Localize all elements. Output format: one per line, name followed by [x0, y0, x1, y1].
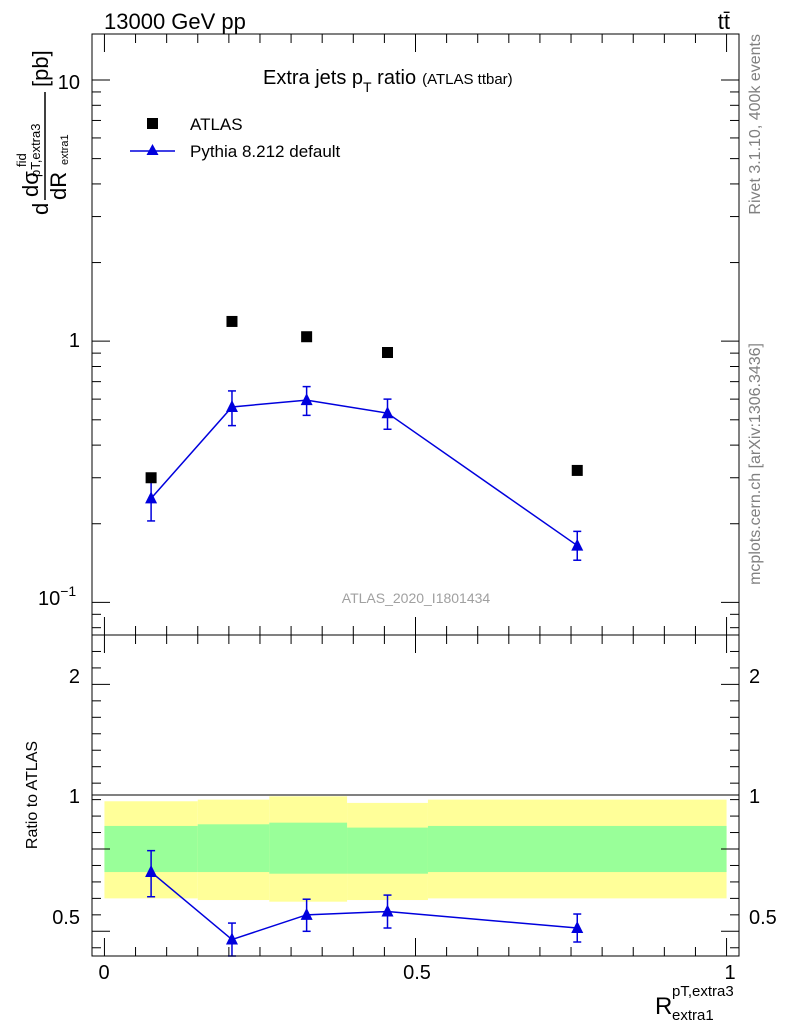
- ratio-y-axis-label: Ratio to ATLAS: [24, 741, 41, 849]
- title-sub: T: [363, 79, 372, 95]
- pythia-point: [571, 538, 584, 551]
- legend-label-atlas: ATLAS: [190, 115, 243, 134]
- ytick-label-0p1-base: 10: [38, 588, 60, 610]
- main-plot: Extra jets pT ratio (ATLAS ttbar) ATLAS P…: [14, 33, 740, 636]
- x-axis-label: R pT,extra3 extra1: [655, 983, 734, 1024]
- xlabel-main: R: [655, 993, 672, 1020]
- atlas-point: [382, 347, 394, 359]
- ytick-label-1: 1: [69, 330, 80, 352]
- xlabel-sup: pT,extra3: [672, 983, 734, 1000]
- xtick-label-0: 0: [98, 962, 109, 984]
- ytick-label-0p1-exp: −1: [60, 583, 76, 599]
- atlas-point: [145, 472, 157, 484]
- process-label: tt̄: [718, 9, 730, 34]
- ylabel-d: d: [28, 203, 53, 215]
- xtick-label-0p5: 0.5: [403, 962, 431, 984]
- mcplots-label: mcplots.cern.ch [arXiv:1306.3436]: [747, 343, 764, 585]
- ratio-ytick-label-right-2: 2: [749, 666, 760, 688]
- ratio-pythia-point: [381, 904, 394, 917]
- ratio-ytick-label-0p5: 0.5: [52, 907, 80, 929]
- title-main: Extra jets p: [263, 67, 363, 89]
- atlas-point: [571, 464, 583, 476]
- ylabel-unit: [pb]: [28, 50, 53, 87]
- atlas-point: [226, 315, 238, 327]
- title-small: (ATLAS ttbar): [422, 71, 513, 88]
- ratio-frame: [91, 634, 740, 957]
- ylabel-sup: pT,extra3: [28, 124, 43, 177]
- ylabel-dR: dR: [46, 172, 71, 200]
- ratio-ytick-label-right-1: 1: [749, 786, 760, 808]
- pythia-point: [225, 399, 238, 412]
- ylabel-dsigma: dσ: [18, 171, 43, 197]
- atlas-point: [301, 331, 313, 343]
- ylabel-fid: fid: [14, 153, 29, 167]
- plot-title: Extra jets pT ratio (ATLAS ttbar): [263, 67, 513, 95]
- ratio-ytick-label-1: 1: [69, 786, 80, 808]
- pythia-point: [145, 491, 158, 504]
- ratio-inner-band: [427, 825, 727, 873]
- ytick-label-10: 10: [58, 72, 80, 94]
- legend-marker-pythia: [146, 144, 159, 155]
- ratio-inner-band: [347, 827, 428, 874]
- title-rest: ratio: [372, 67, 416, 89]
- pythia-point: [300, 393, 313, 406]
- legend-label-pythia: Pythia 8.212 default: [190, 142, 341, 161]
- ylabel-sub: extra1: [59, 134, 71, 165]
- pythia-line: [150, 399, 578, 547]
- ratio-pythia-point: [145, 865, 158, 878]
- ytick-label-0p1: 10−1: [38, 583, 76, 610]
- ratio-inner-band: [269, 822, 348, 874]
- pythia-point: [381, 406, 394, 419]
- ratio-pythia-point: [571, 921, 584, 934]
- energy-label: 13000 GeV pp: [104, 9, 246, 34]
- xtick-label-1: 1: [724, 962, 735, 984]
- ratio-ytick-label-2: 2: [69, 666, 80, 688]
- rivet-label: Rivet 3.1.10, 400k events: [747, 34, 764, 215]
- y-axis-label: d dσ fid pT,extra3 dR extra1 [pb]: [14, 50, 71, 215]
- ratio-inner-band: [197, 824, 270, 873]
- ratio-pythia-point: [225, 932, 238, 945]
- main-ticks: [92, 34, 739, 635]
- ratio-ytick-label-right-0p5: 0.5: [749, 907, 777, 929]
- ratio-series: [145, 849, 584, 957]
- analysis-watermark: ATLAS_2020_I1801434: [342, 590, 491, 606]
- xlabel-sub: extra1: [672, 1007, 714, 1024]
- ratio-bands: [104, 796, 727, 902]
- legend-marker-atlas: [147, 118, 158, 129]
- legend: ATLAS Pythia 8.212 default: [130, 115, 341, 161]
- main-series: [145, 315, 584, 561]
- ratio-pythia-point: [300, 907, 313, 920]
- ratio-plot: 2 1 0.5 2 1 0.5 Ratio to ATLAS 0 0.5 1 R…: [24, 634, 777, 1024]
